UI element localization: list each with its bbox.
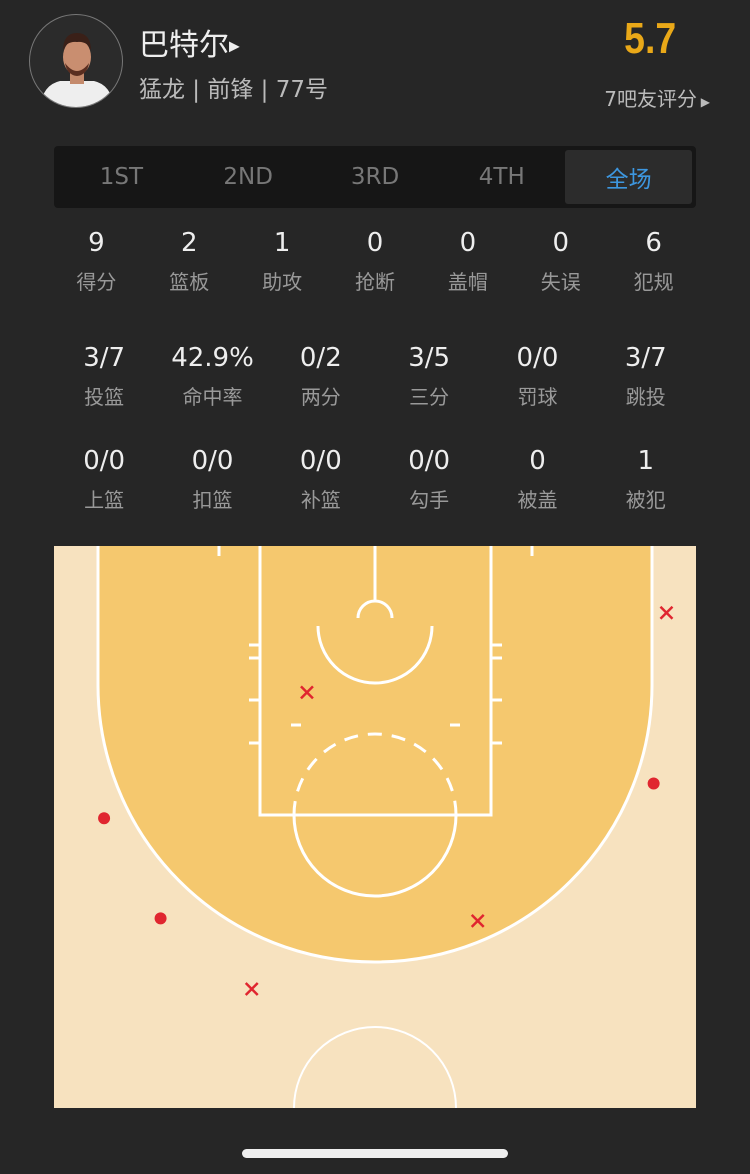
stat-label: 上篮 — [84, 488, 125, 512]
rating-label: 7吧友评分 — [604, 87, 697, 111]
stat-label: 助攻 — [262, 270, 303, 294]
stat-label: 补篮 — [300, 488, 341, 512]
caret-right-icon: ▶ — [229, 38, 240, 55]
free-throw-circle-upper — [292, 732, 458, 816]
restricted-area — [316, 625, 434, 685]
stat-value: 1 — [273, 228, 291, 258]
stat-shooting_stats-1: 42.9% 命中率 — [158, 343, 266, 410]
stat-label: 扣篮 — [192, 488, 233, 512]
stat-label: 失误 — [540, 270, 581, 294]
stat-label: 犯规 — [633, 270, 674, 294]
stat-value: 0/0 — [83, 446, 126, 476]
stat-value: 0 — [529, 446, 546, 476]
stat-value: 0 — [459, 228, 477, 258]
three-point-area — [98, 546, 652, 962]
made-shot-marker — [154, 912, 167, 925]
stat-value: 6 — [645, 228, 662, 258]
stat-label: 盖帽 — [447, 270, 488, 294]
stat-label: 两分 — [300, 385, 341, 409]
stat-basic_stats-1: 2 篮板 — [143, 228, 236, 295]
missed-shot-marker — [470, 914, 485, 928]
stat-value: 2 — [181, 228, 198, 258]
stat-label: 被盖 — [517, 488, 558, 512]
stat-value: 0/0 — [191, 446, 234, 476]
basic-stats-row: 9 得分 2 篮板 1 助攻 0 抢断 0 盖帽 0 失误 6 犯规 — [50, 228, 700, 295]
stat-label: 篮板 — [169, 270, 210, 294]
stat-shot_type_stats-0: 0/0 上篮 — [50, 446, 158, 513]
stat-shooting_stats-5: 3/7 跳投 — [592, 343, 700, 410]
stat-label: 得分 — [76, 270, 117, 294]
stat-value: 3/5 — [408, 343, 451, 373]
tab-4th[interactable]: 4TH — [478, 164, 525, 190]
player-photo — [40, 33, 114, 107]
stat-shot_type_stats-3: 0/0 勾手 — [375, 446, 483, 513]
stat-value: 42.9% — [171, 343, 254, 373]
stat-value: 0 — [552, 228, 569, 258]
rim — [356, 599, 394, 619]
stat-shooting_stats-3: 3/5 三分 — [375, 343, 483, 410]
stat-label: 命中率 — [182, 385, 243, 409]
stat-label: 跳投 — [625, 385, 666, 409]
stat-value: 9 — [88, 228, 105, 258]
stat-value: 0/0 — [299, 446, 342, 476]
made-shot-marker — [647, 777, 660, 790]
player-name: 巴特尔 — [139, 28, 229, 63]
missed-shot-marker — [659, 605, 674, 620]
lane-hash-marks — [217, 546, 534, 745]
stat-shot_type_stats-4: 0 被盖 — [483, 446, 591, 513]
shooting-stats-row: 3/7 投篮 42.9% 命中率 0/2 两分 3/5 三分 0/0 罚球 3/7 跳投 — [50, 343, 700, 410]
stat-label: 抢断 — [355, 270, 395, 294]
stat-shot_type_stats-1: 0/0 扣篮 — [158, 446, 266, 513]
stat-label: 勾手 — [409, 488, 450, 512]
player-rating: 5.7 — [624, 14, 676, 63]
caret-right-icon: ▶ — [696, 95, 710, 109]
stat-basic_stats-5: 0 失误 — [514, 228, 607, 295]
center-circle — [293, 1026, 457, 1108]
player-avatar[interactable] — [29, 14, 123, 108]
three-point-line — [96, 546, 654, 964]
stat-value: 0/0 — [408, 446, 451, 476]
free-throw-circle-lower — [292, 814, 458, 898]
stat-label: 投篮 — [84, 385, 125, 409]
tab-3rd[interactable]: 3RD — [350, 164, 400, 190]
missed-shot-marker — [244, 982, 259, 996]
stat-value: 0 — [366, 228, 384, 258]
stat-shooting_stats-0: 3/7 投篮 — [50, 343, 158, 410]
stat-label: 罚球 — [517, 385, 558, 409]
shot-chart-court — [54, 546, 696, 1108]
stat-value: 3/7 — [83, 343, 126, 373]
stat-label: 三分 — [409, 385, 450, 409]
stat-shot_type_stats-2: 0/0 补篮 — [267, 446, 375, 513]
made-shot-marker — [98, 812, 111, 825]
shot-type-stats-row: 0/0 上篮 0/0 扣篮 0/0 补篮 0/0 勾手 0 被盖 1 被犯 — [50, 446, 700, 513]
stat-label: 被犯 — [625, 488, 666, 512]
player-name-link[interactable]: 巴特尔▶ — [139, 20, 240, 64]
stat-basic_stats-0: 9 得分 — [50, 228, 143, 295]
stat-shooting_stats-4: 0/0 罚球 — [483, 343, 591, 410]
stat-shot_type_stats-5: 1 被犯 — [592, 446, 700, 513]
tab-2nd[interactable]: 2ND — [223, 164, 273, 190]
tab-1st[interactable]: 1ST — [99, 164, 144, 190]
paint-lane — [258, 546, 493, 817]
player-team-info: 猛龙 | 前锋 | 77号 — [139, 77, 329, 103]
rating-link[interactable]: 7吧友评分 ▶ — [604, 83, 710, 112]
stat-basic_stats-6: 6 犯规 — [607, 228, 700, 295]
stat-basic_stats-2: 1 助攻 — [236, 228, 329, 295]
stat-value: 3/7 — [624, 343, 667, 373]
stat-value: 0/2 — [299, 343, 342, 373]
stat-value: 1 — [637, 446, 655, 476]
stat-shooting_stats-2: 0/2 两分 — [267, 343, 375, 410]
stat-basic_stats-4: 0 盖帽 — [421, 228, 514, 295]
period-tabs: 1ST 2ND 3RD 4TH 全场 — [54, 146, 696, 208]
tab-full-game[interactable]: 全场 — [565, 150, 692, 204]
stat-basic_stats-3: 0 抢断 — [329, 228, 422, 295]
stat-value: 0/0 — [516, 343, 559, 373]
missed-shot-marker — [300, 685, 314, 700]
home-indicator[interactable] — [242, 1149, 508, 1158]
